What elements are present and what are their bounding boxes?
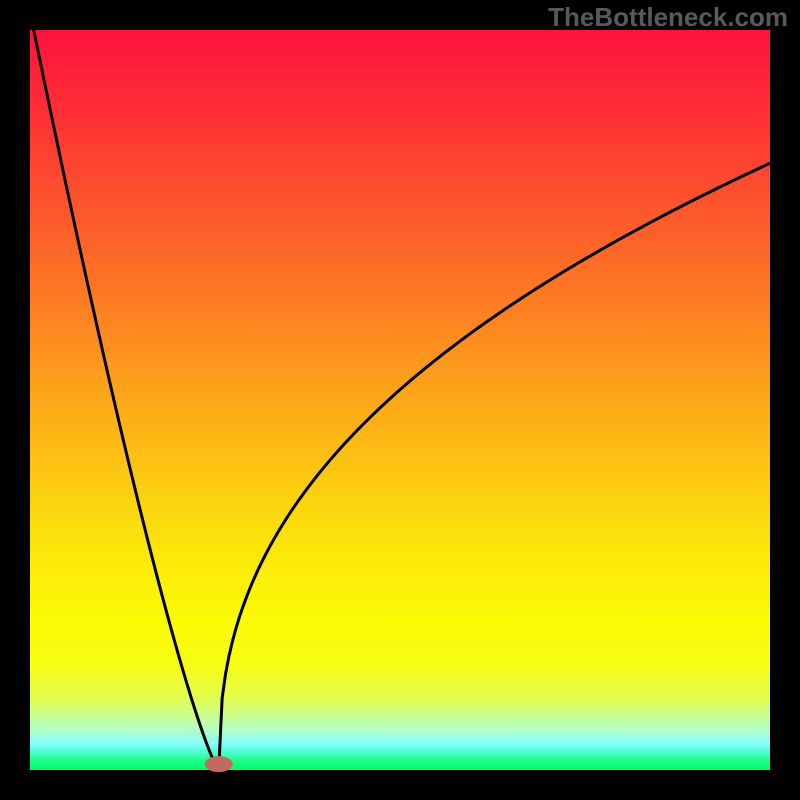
chart-container: TheBottleneck.com: [0, 0, 800, 800]
watermark-text: TheBottleneck.com: [548, 2, 788, 32]
optimal-point-marker: [205, 756, 233, 772]
bottleneck-chart: TheBottleneck.com: [0, 0, 800, 800]
plot-background: [30, 30, 770, 770]
